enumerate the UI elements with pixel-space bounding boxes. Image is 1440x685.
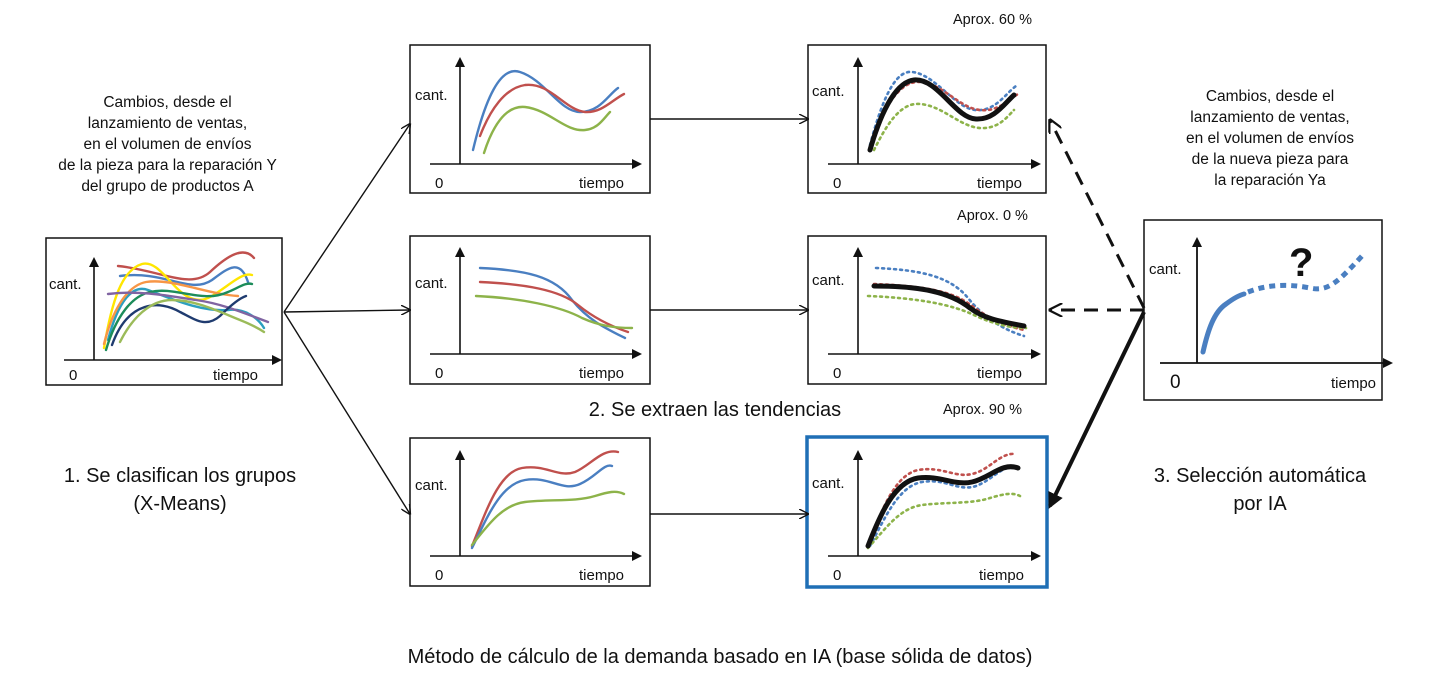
series-line [478, 83, 626, 138]
trend-line [867, 77, 1017, 153]
series-line [104, 282, 254, 352]
panel-frame [409, 44, 651, 194]
x-axis-label: tiempo [1331, 375, 1376, 392]
y-axis-label: cant. [49, 276, 82, 293]
origin-label: 0 [833, 175, 841, 192]
origin-label: 0 [435, 365, 443, 382]
trend-line [871, 283, 1027, 329]
origin-label: 0 [69, 367, 77, 384]
panel-trend-bottom-selected: cant. tiempo 0 [805, 435, 1049, 589]
trend-dotted-line [868, 70, 1018, 147]
arrow-ai-to-trend-top [1050, 120, 1146, 309]
trend-line [865, 464, 1021, 549]
y-axis-label: cant. [812, 83, 845, 100]
panel-source-parts: cant. tiempo 0 [45, 237, 283, 386]
x-axis-label: tiempo [579, 175, 624, 192]
y-axis-label: cant. [812, 475, 845, 492]
step-select-line: 3. Selección automática [1153, 465, 1367, 487]
origin-label: 0 [1170, 372, 1181, 393]
right-description-line: de la nueva pieza para [1191, 151, 1349, 168]
unknown-question-mark: ? [1289, 241, 1313, 285]
unknown-forecast-line [1247, 254, 1364, 295]
arrow-source-to-top [283, 124, 410, 313]
panel-frame [1143, 219, 1383, 401]
origin-label: 0 [833, 567, 841, 584]
y-axis-label: cant. [415, 87, 448, 104]
x-axis-label: tiempo [977, 175, 1022, 192]
panel-trend-middle: cant. tiempo 0 [807, 235, 1047, 385]
arrow-source-to-bottom [283, 311, 410, 514]
origin-label: 0 [435, 175, 443, 192]
x-axis-label: tiempo [977, 365, 1022, 382]
origin-label: 0 [833, 365, 841, 382]
right-description-line: lanzamiento de ventas, [1190, 109, 1350, 126]
step-select-label: 3. Selección automática por IA [1130, 462, 1390, 518]
trend-dotted-line [872, 102, 1016, 152]
series-line [110, 294, 248, 347]
x-axis-label: tiempo [213, 367, 258, 384]
series-line [118, 266, 250, 286]
right-description: Cambios, desde el lanzamiento de ventas,… [1150, 86, 1390, 191]
y-axis-label: cant. [415, 275, 448, 292]
series-line [470, 464, 614, 550]
step-classify-line: 1. Se clasifican los grupos [63, 465, 297, 487]
trend-dotted-line [868, 466, 1014, 548]
panel-cluster-declining: cant. tiempo 0 [409, 235, 651, 385]
left-description-line: Cambios, desde el [103, 94, 232, 111]
arrow-ai-selected [1048, 311, 1146, 509]
arrow-source-to-middle [283, 310, 410, 312]
step-extract-label: 2. Se extraen las tendencias [588, 399, 842, 421]
right-description-line: Cambios, desde el [1205, 88, 1335, 105]
arrows [283, 119, 1146, 514]
panel-frame [409, 235, 651, 385]
series-line [118, 298, 266, 344]
known-sales-line [1200, 291, 1247, 355]
y-axis-label: cant. [812, 272, 845, 289]
y-axis-label: cant. [415, 477, 448, 494]
series-line [482, 105, 612, 155]
step-classify-label: 1. Se clasifican los grupos (X-Means) [10, 462, 350, 518]
series-line [474, 294, 634, 330]
panel-frame [807, 235, 1047, 385]
right-description-line: la reparación Ya [1214, 172, 1326, 189]
diagram-caption: Método de cálculo de la demanda basado e… [407, 646, 1033, 668]
x-axis-label: tiempo [579, 365, 624, 382]
percentage-bottom: Aprox. 90 % [943, 402, 1022, 418]
left-description-line: lanzamiento de ventas, [87, 115, 248, 132]
series-line [116, 251, 256, 281]
origin-label: 0 [435, 567, 443, 584]
trend-dotted-line [866, 294, 1028, 330]
left-description-line: en el volumen de envíos [83, 136, 252, 153]
trend-dotted-line [866, 492, 1022, 550]
step-classify-line: (X-Means) [133, 493, 227, 515]
panel-frame-highlight [805, 435, 1049, 589]
series-line [102, 280, 240, 346]
step-select-line: por IA [1233, 493, 1287, 515]
percentage-middle: Aprox. 0 % [957, 208, 1028, 224]
y-axis-label: cant. [1149, 261, 1182, 278]
panel-frame [807, 44, 1047, 194]
series-line [470, 490, 626, 547]
panel-frame [409, 437, 651, 587]
series-line [478, 280, 630, 334]
left-description-line: de la pieza para la reparación Y [58, 157, 277, 174]
x-axis-label: tiempo [579, 567, 624, 584]
series-line [106, 291, 270, 324]
panel-trend-top: cant. tiempo 0 [807, 44, 1047, 194]
percentage-top: Aprox. 60 % [953, 12, 1032, 28]
panel-cluster-rising-peak: cant. tiempo 0 [409, 44, 651, 194]
panel-new-part: cant. tiempo 0 ? [1143, 219, 1393, 401]
left-description-line: del grupo de productos A [81, 178, 254, 195]
right-description-line: en el volumen de envíos [1185, 130, 1355, 147]
panel-cluster-rising-steady: cant. tiempo 0 [409, 437, 651, 587]
left-description: Cambios, desde el lanzamiento de ventas,… [40, 92, 295, 197]
x-axis-label: tiempo [979, 567, 1024, 584]
series-line [470, 450, 620, 548]
trend-dotted-line [874, 266, 1026, 338]
